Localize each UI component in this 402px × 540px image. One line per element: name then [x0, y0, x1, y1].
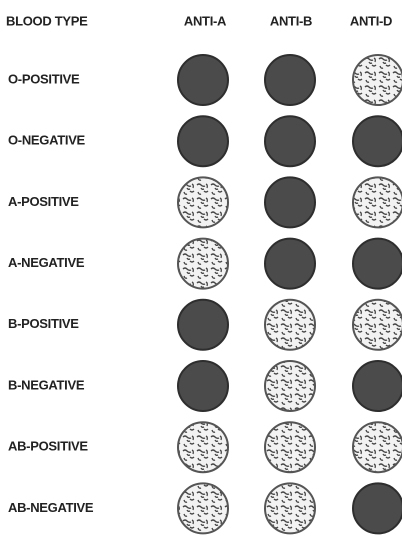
- agglutinated-circle: [265, 483, 315, 533]
- agglutinated-circle: [178, 422, 228, 472]
- agglutinated-circle: [178, 483, 228, 533]
- solid-circle: [353, 361, 402, 411]
- solid-circle: [353, 483, 402, 533]
- agglutinated-circle: [178, 177, 228, 227]
- solid-circle: [178, 55, 228, 105]
- solid-circle: [353, 239, 402, 289]
- agglutinated-circle: [265, 300, 315, 350]
- solid-circle: [265, 177, 315, 227]
- solid-circle: [178, 300, 228, 350]
- solid-circle: [265, 239, 315, 289]
- row-label: B-POSITIVE: [8, 316, 79, 331]
- column-header: ANTI-A: [184, 13, 227, 28]
- solid-circle: [265, 116, 315, 166]
- row-label: A-NEGATIVE: [8, 255, 85, 270]
- row-label: A-POSITIVE: [8, 194, 79, 209]
- solid-circle: [265, 55, 315, 105]
- row-label: B-NEGATIVE: [8, 377, 85, 392]
- page: BLOOD TYPE ANTI-A ANTI-B ANTI-D O-POSITI…: [0, 0, 402, 540]
- blood-type-diagram: BLOOD TYPE ANTI-A ANTI-B ANTI-D O-POSITI…: [0, 0, 402, 540]
- agglutinated-circle: [353, 55, 402, 105]
- solid-circle: [178, 361, 228, 411]
- row-label: AB-NEGATIVE: [8, 500, 94, 515]
- agglutinated-circle: [353, 177, 402, 227]
- row-label: O-NEGATIVE: [8, 133, 86, 148]
- column-header: ANTI-B: [270, 13, 312, 28]
- agglutinated-circle: [353, 422, 402, 472]
- agglutinated-circle: [265, 361, 315, 411]
- solid-circle: [178, 116, 228, 166]
- column-header: BLOOD TYPE: [6, 13, 88, 28]
- agglutinated-circle: [353, 300, 402, 350]
- row-label: O-POSITIVE: [8, 71, 80, 86]
- column-header: ANTI-D: [350, 13, 392, 28]
- agglutinated-circle: [178, 239, 228, 289]
- row-label: AB-POSITIVE: [8, 439, 88, 454]
- agglutinated-circle: [265, 422, 315, 472]
- solid-circle: [353, 116, 402, 166]
